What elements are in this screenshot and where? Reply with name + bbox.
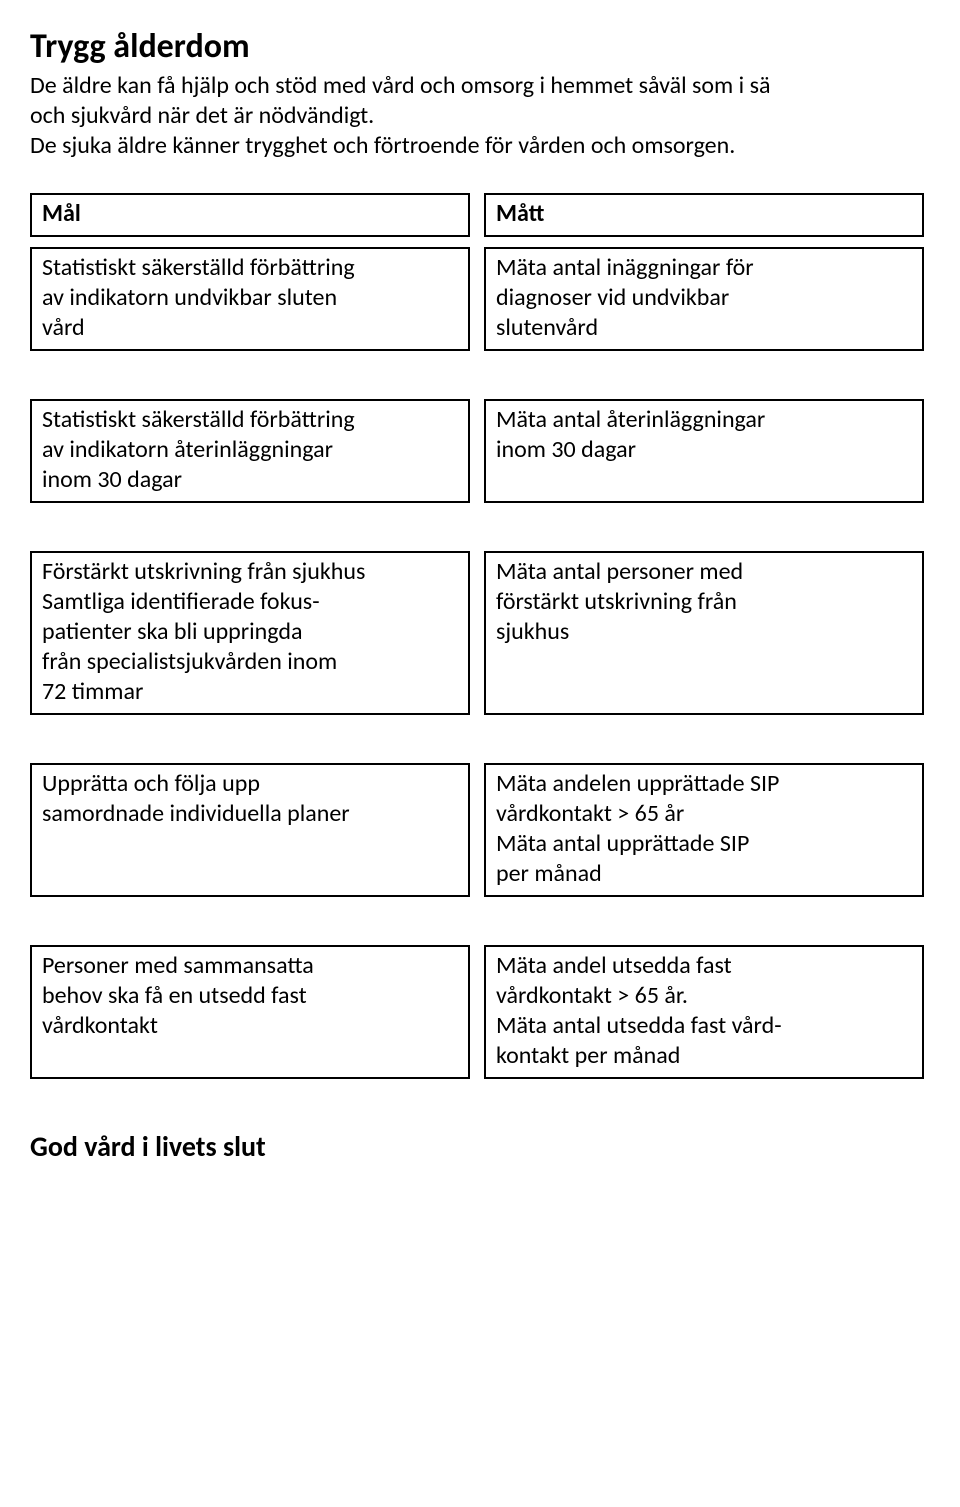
measure-header: Mått: [484, 193, 924, 237]
page: Trygg ålderdom De äldre kan få hjälp och…: [0, 0, 960, 1507]
section-title: God vård i livets slut: [30, 1129, 960, 1164]
table-row: Upprätta och följa upp samordnade indivi…: [30, 763, 960, 897]
page-title: Trygg ålderdom: [30, 28, 960, 65]
measure-cell: Mäta antal personer med förstärkt utskri…: [484, 551, 924, 715]
goal-cell: Statistiskt säkerställd förbättring av i…: [30, 399, 470, 503]
measure-cell: Mäta antal återinläggningar inom 30 daga…: [484, 399, 924, 503]
measure-cell: Mäta andel utsedda fast vårdkontakt > 65…: [484, 945, 924, 1079]
goal-header: Mål: [30, 193, 470, 237]
intro-text: De äldre kan få hjälp och stöd med vård …: [30, 71, 960, 161]
goal-cell: Statistiskt säkerställd förbättring av i…: [30, 247, 470, 351]
measure-cell: Mäta andelen upprättade SIP vårdkontakt …: [484, 763, 924, 897]
table-row: Förstärkt utskrivning från sjukhus Samtl…: [30, 551, 960, 715]
measure-cell: Mäta antal inäggningar för diagnoser vid…: [484, 247, 924, 351]
table-row: Personer med sammansatta behov ska få en…: [30, 945, 960, 1079]
goal-cell: Personer med sammansatta behov ska få en…: [30, 945, 470, 1079]
table-row: Statistiskt säkerställd förbättring av i…: [30, 399, 960, 503]
table-row: Statistiskt säkerställd förbättring av i…: [30, 247, 960, 351]
goal-cell: Förstärkt utskrivning från sjukhus Samtl…: [30, 551, 470, 715]
goal-cell: Upprätta och följa upp samordnade indivi…: [30, 763, 470, 897]
goal-measure-header-row: Mål Mått: [30, 193, 960, 237]
